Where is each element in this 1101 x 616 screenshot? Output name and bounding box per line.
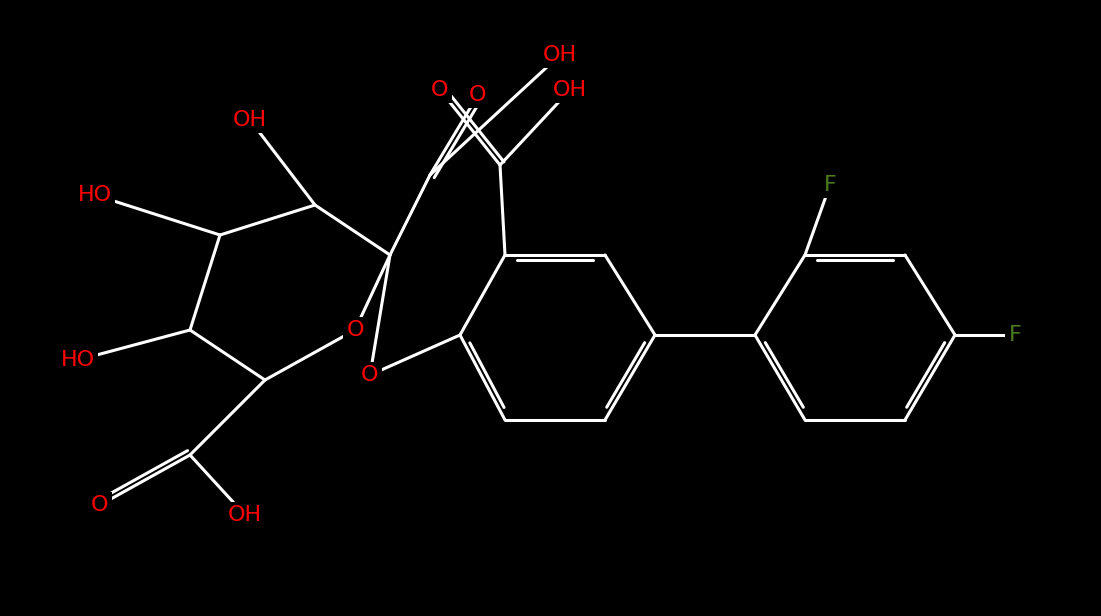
Text: OH: OH [228,505,262,525]
Text: OH: OH [543,45,577,65]
Text: F: F [1009,325,1022,345]
Text: O: O [432,80,449,100]
Text: F: F [824,175,837,195]
Text: HO: HO [78,185,112,205]
Text: O: O [346,320,363,340]
Text: O: O [91,495,109,515]
Text: O: O [469,85,487,105]
Text: HO: HO [61,350,95,370]
Text: OH: OH [553,80,587,100]
Text: O: O [361,365,379,385]
Text: OH: OH [233,110,268,130]
